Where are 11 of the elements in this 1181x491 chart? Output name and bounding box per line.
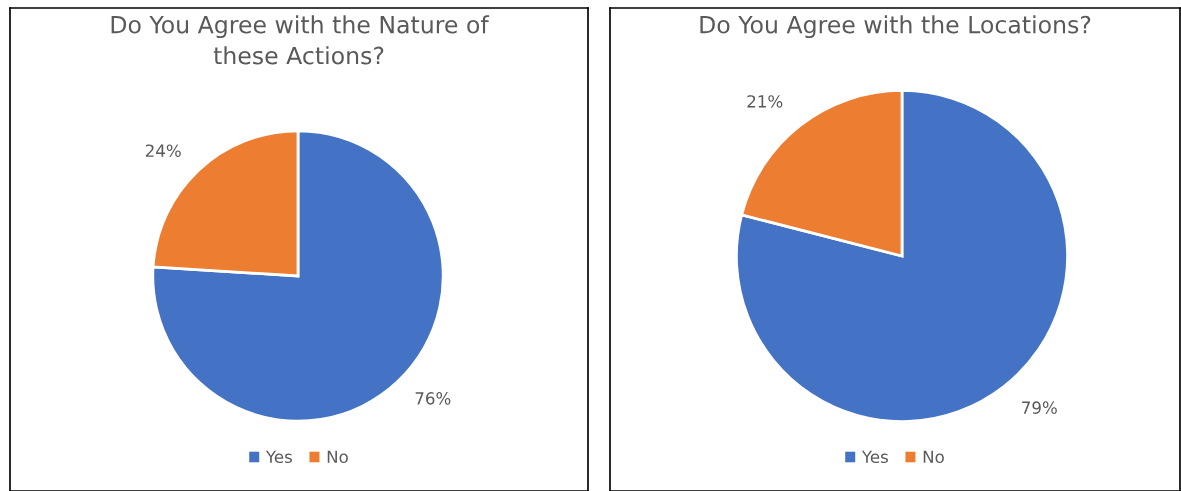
data-label: 24% (145, 144, 181, 157)
legend-label: Yes (861, 450, 888, 464)
data-label: 76% (415, 392, 451, 405)
data-label: 21% (747, 95, 783, 108)
chart-title: Do You Agree with the Nature of these Actions? (111, 15, 490, 65)
pie-slice (735, 89, 1069, 423)
legend-label: Yes (265, 450, 292, 464)
legend-label: No (923, 450, 944, 464)
data-label: 79% (1022, 401, 1057, 414)
legend-label: No (327, 450, 348, 464)
chart-title: Do You Agree with the Locations? (700, 15, 1091, 39)
